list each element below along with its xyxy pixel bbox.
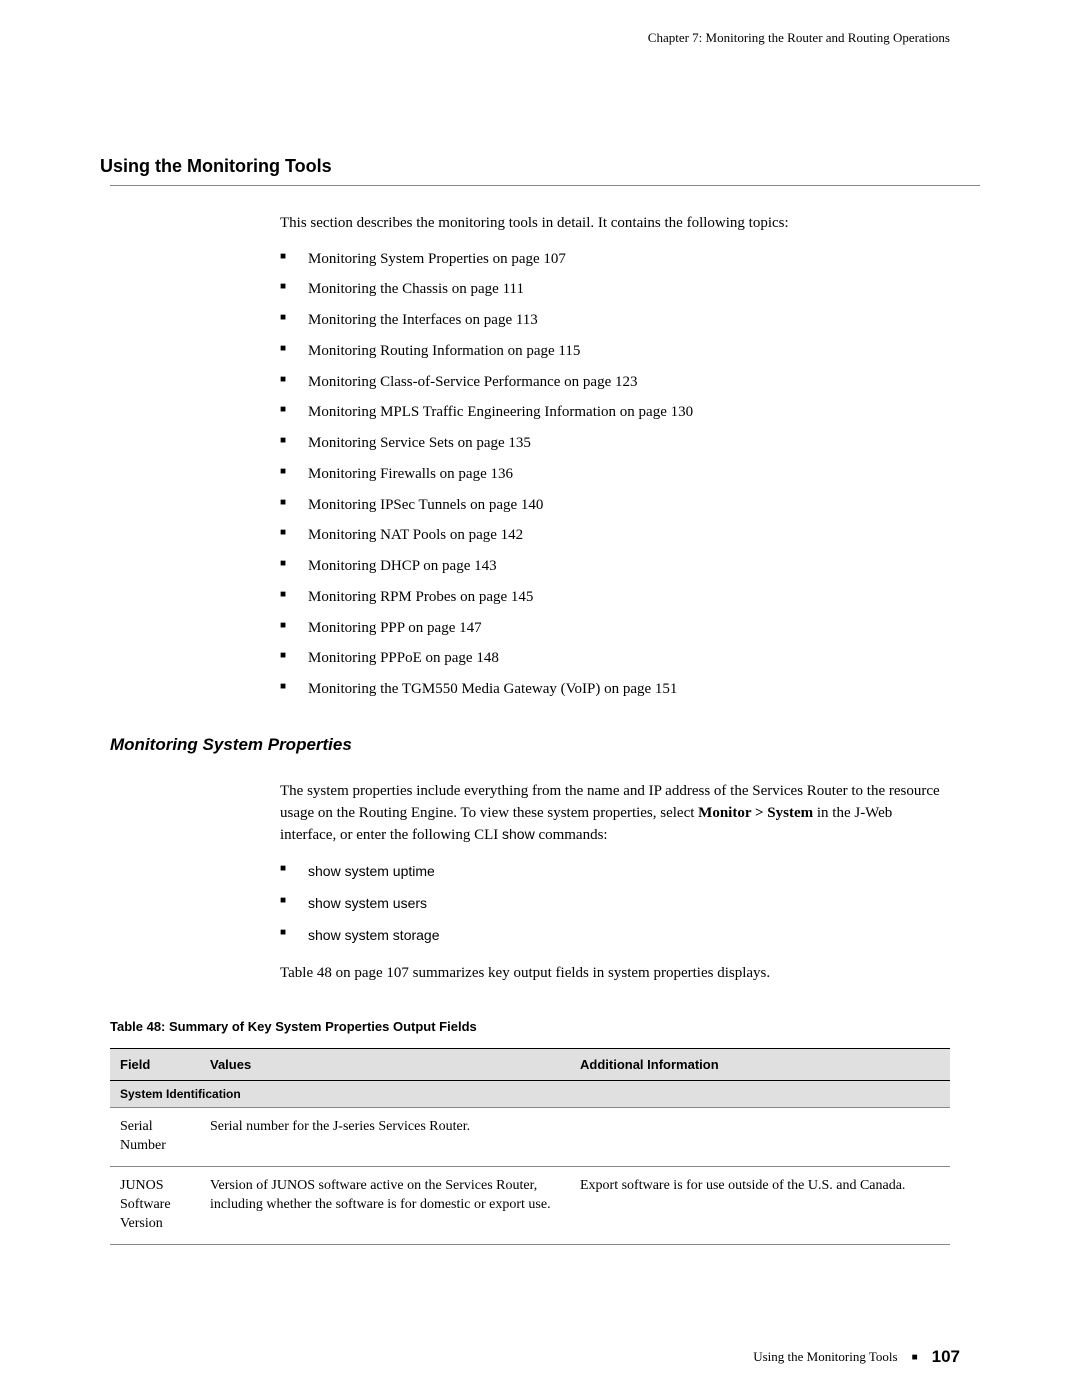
topic-item: Monitoring the Interfaces on page 113	[280, 310, 950, 332]
footer-page-number: 107	[932, 1347, 960, 1367]
subsection-heading-system-properties: Monitoring System Properties	[110, 735, 980, 755]
para-bold: Monitor > System	[698, 805, 813, 821]
table-section-row: System Identification	[110, 1081, 950, 1108]
table-cell-field: Serial Number	[110, 1108, 200, 1167]
topic-item: Monitoring NAT Pools on page 142	[280, 525, 950, 547]
chapter-header: Chapter 7: Monitoring the Router and Rou…	[100, 30, 950, 46]
topic-item: Monitoring PPP on page 147	[280, 618, 950, 640]
command-item: show system uptime	[280, 861, 950, 884]
body-paragraph: The system properties include everything…	[280, 781, 950, 847]
command-item: show system storage	[280, 925, 950, 948]
table-cell-field: JUNOS Software Version	[110, 1166, 200, 1244]
topic-item: Monitoring Service Sets on page 135	[280, 433, 950, 455]
footer-square-icon: ■	[912, 1352, 918, 1363]
topic-item: Monitoring Class-of-Service Performance …	[280, 372, 950, 394]
section-rule	[110, 185, 980, 186]
table-section-label: System Identification	[110, 1081, 950, 1108]
table-cell-additional	[570, 1108, 950, 1167]
table-header-values: Values	[200, 1049, 570, 1081]
topic-item: Monitoring RPM Probes on page 145	[280, 587, 950, 609]
footer-label: Using the Monitoring Tools	[753, 1349, 897, 1365]
table-row: Serial Number Serial number for the J-se…	[110, 1108, 950, 1167]
topics-list: Monitoring System Properties on page 107…	[280, 249, 950, 701]
table-header-field: Field	[110, 1049, 200, 1081]
topic-item: Monitoring System Properties on page 107	[280, 249, 950, 271]
intro-paragraph: This section describes the monitoring to…	[280, 212, 950, 235]
output-fields-table: Field Values Additional Information Syst…	[110, 1048, 950, 1245]
para-text: commands:	[535, 827, 608, 843]
topic-item: Monitoring IPSec Tunnels on page 140	[280, 495, 950, 517]
topic-item: Monitoring MPLS Traffic Engineering Info…	[280, 402, 950, 424]
section-heading-monitoring-tools: Using the Monitoring Tools	[100, 156, 980, 177]
topic-item: Monitoring Firewalls on page 136	[280, 464, 950, 486]
commands-list: show system uptime show system users sho…	[280, 861, 950, 947]
table-cell-values: Serial number for the J-series Services …	[200, 1108, 570, 1167]
topic-item: Monitoring the Chassis on page 111	[280, 279, 950, 301]
topic-item: Monitoring PPPoE on page 148	[280, 648, 950, 670]
table-cell-additional: Export software is for use outside of th…	[570, 1166, 950, 1244]
table-header-additional: Additional Information	[570, 1049, 950, 1081]
command-item: show system users	[280, 893, 950, 916]
page-footer: Using the Monitoring Tools ■ 107	[753, 1347, 960, 1367]
summary-paragraph: Table 48 on page 107 summarizes key outp…	[280, 963, 950, 985]
topic-item: Monitoring the TGM550 Media Gateway (VoI…	[280, 679, 950, 701]
table-caption: Table 48: Summary of Key System Properti…	[110, 1019, 980, 1034]
table-header-row: Field Values Additional Information	[110, 1049, 950, 1081]
topic-item: Monitoring Routing Information on page 1…	[280, 341, 950, 363]
table-cell-values: Version of JUNOS software active on the …	[200, 1166, 570, 1244]
para-sans: show	[502, 826, 535, 842]
table-row: JUNOS Software Version Version of JUNOS …	[110, 1166, 950, 1244]
topic-item: Monitoring DHCP on page 143	[280, 556, 950, 578]
